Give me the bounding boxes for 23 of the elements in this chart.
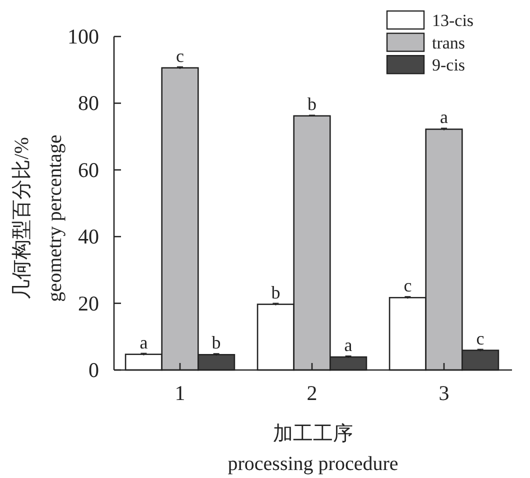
x-axis-title: 加工工序 processing procedure: [228, 423, 398, 475]
y-tick-label: 60: [78, 158, 99, 182]
data-label: a: [344, 334, 352, 355]
y-tick-label: 20: [78, 291, 99, 316]
data-label: a: [140, 332, 148, 352]
y-tick-label: 100: [68, 24, 99, 48]
y-axis-title: 几何构型百分比/% geometry percentage: [11, 134, 66, 302]
x-tick-label: 2: [306, 381, 318, 405]
data-label: c: [176, 46, 184, 66]
data-label: b: [271, 282, 280, 302]
legend-label: 9-cis: [432, 56, 466, 75]
data-label: a: [440, 107, 448, 128]
x-tick-label: 3: [438, 381, 450, 405]
legend-label: trans: [432, 33, 466, 52]
data-label: b: [212, 332, 221, 353]
y-tick-label: 40: [78, 224, 99, 249]
data-label: c: [404, 276, 412, 296]
y-tick-label: 80: [78, 91, 99, 116]
y-tick-label: 0: [88, 358, 99, 382]
legend-label: 13-cis: [432, 11, 474, 30]
data-label: c: [476, 328, 484, 348]
x-tick-label: 1: [174, 381, 186, 405]
data-label: b: [308, 94, 316, 114]
